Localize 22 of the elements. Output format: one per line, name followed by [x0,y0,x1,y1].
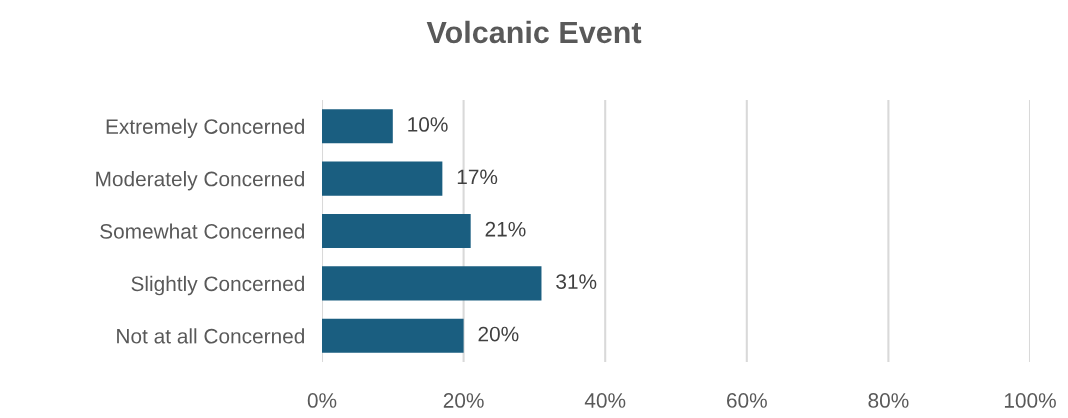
x-tick-label: 80% [868,393,909,408]
bar [322,266,542,301]
bar [322,161,443,196]
x-tick-label: 60% [727,393,767,408]
x-tick-label: 20% [443,393,484,408]
chart-title: Volcanic Event [426,20,642,44]
data-label: 21% [485,221,526,237]
data-label: 20% [478,326,519,342]
x-tick-label: 40% [584,393,626,408]
data-label: 17% [457,169,498,185]
x-tick-label: 0% [307,393,337,408]
data-label: 31% [556,274,597,289]
y-tick-label: Not at all Concerned [117,328,304,344]
y-tick-label: Slightly Concerned [131,275,304,296]
bar [322,318,464,353]
bar [322,109,393,144]
y-tick-label: Moderately Concerned [96,171,305,191]
bar [322,213,471,249]
x-tick-label: 100% [1004,393,1056,408]
y-tick-label: Somewhat Concerned [100,223,304,239]
data-label: 10% [408,117,448,132]
y-tick-label: Extremely Concerned [106,118,304,139]
